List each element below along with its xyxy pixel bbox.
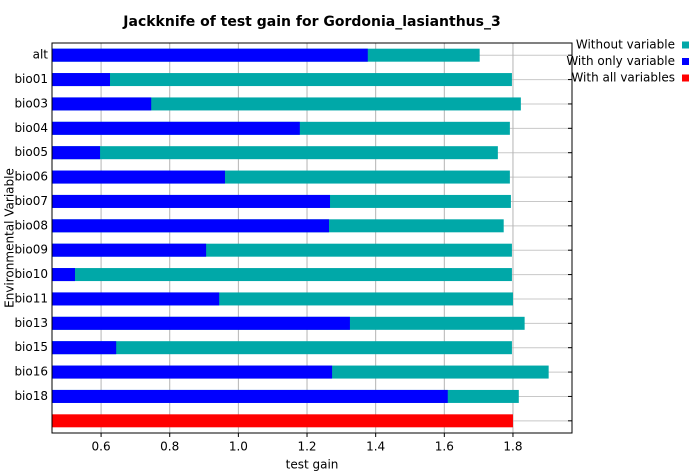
y-tick-label: bio07 [14,194,48,208]
x-tick-label: 1.8 [503,440,522,454]
y-tick-label: bio15 [14,340,48,354]
x-tick-label: 1.6 [435,440,454,454]
y-tick-label: bio10 [14,267,48,281]
y-tick-label: bio18 [14,389,48,403]
bar [52,121,300,135]
bar [52,243,207,257]
chart-title: Jackknife of test gain for Gordonia_lasi… [122,14,500,30]
bar [52,341,512,355]
x-tick-label: 1.4 [366,440,385,454]
x-tick-label: 1.0 [229,440,248,454]
x-axis-label: test gain [286,458,339,472]
legend-label: Without variable [576,38,675,52]
bar [52,146,498,160]
legend-swatch [682,41,689,49]
bar [52,389,448,403]
bar [52,73,111,87]
bar [52,292,220,306]
y-tick-label: bio03 [14,96,48,110]
y-tick-label: bio16 [14,365,48,379]
y-tick-label: bio05 [14,145,48,159]
bar [52,97,152,111]
legend-label: With only variable [566,54,675,68]
bar [52,73,512,87]
bar [52,146,101,160]
bar [52,341,117,355]
y-tick-label: bio04 [14,121,48,135]
bar [52,194,331,208]
bar [52,97,521,111]
y-tick-label: bio01 [14,72,48,86]
legend-label: With all variables [571,71,675,85]
y-tick-label: bio08 [14,218,48,232]
bar [52,219,329,233]
x-tick-label: 1.2 [297,440,316,454]
bar [52,316,350,330]
y-tick-label: bio11 [14,291,48,305]
bar [52,268,75,282]
bar [52,170,225,184]
bar [52,365,333,379]
y-tick-label: bio09 [14,243,48,257]
y-tick-label: bio13 [14,316,48,330]
x-tick-label: 0.6 [92,440,111,454]
bar [52,414,513,428]
bar [52,48,368,62]
y-tick-label: bio06 [14,170,48,184]
bar [52,268,512,282]
x-tick-label: 0.8 [160,440,179,454]
plot-frame [51,42,573,434]
legend-swatch [682,74,689,82]
y-tick-label: alt [33,48,49,62]
y-axis-label: Environmental Variable [3,168,17,308]
legend-swatch [682,58,689,65]
